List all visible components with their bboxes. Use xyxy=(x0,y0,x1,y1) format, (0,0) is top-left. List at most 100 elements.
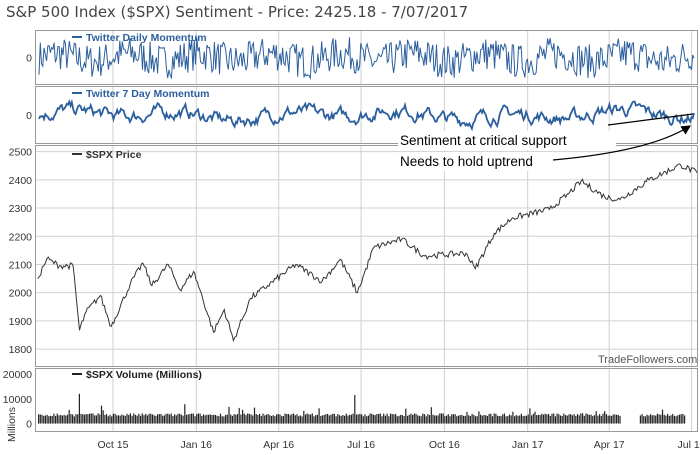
y-tick-label: 2500 xyxy=(9,147,33,159)
volume-bar xyxy=(335,416,337,424)
volume-bar xyxy=(328,415,330,424)
volume-bar xyxy=(682,413,684,424)
volume-bar xyxy=(109,414,111,424)
volume-bar xyxy=(260,416,262,424)
volume-bar xyxy=(196,414,198,424)
volume-bar xyxy=(510,415,512,424)
volume-bar xyxy=(267,414,269,424)
volume-bar xyxy=(63,414,65,424)
volume-bar xyxy=(384,415,386,424)
volume-bar xyxy=(440,413,443,424)
volume-bar xyxy=(378,414,380,424)
volume-bar xyxy=(371,413,373,424)
volume-bar xyxy=(308,414,310,424)
volume-bar xyxy=(405,408,407,424)
volume-bar xyxy=(418,415,420,424)
volume-bar xyxy=(515,415,517,424)
volume-bar xyxy=(434,415,436,424)
volume-bar xyxy=(158,414,160,424)
volume-bar xyxy=(549,416,551,424)
volume-bar xyxy=(65,415,67,424)
volume-bar xyxy=(352,413,354,424)
volume-bar xyxy=(112,413,114,424)
volume-bar xyxy=(327,414,329,424)
volume-bar xyxy=(255,414,257,424)
volume-bar xyxy=(145,413,147,424)
volume-bar xyxy=(473,414,475,424)
x-tick-label: Jul 17 xyxy=(678,439,700,451)
volume-bar xyxy=(134,414,137,424)
volume-bar xyxy=(364,414,366,424)
y-tick-label: 2100 xyxy=(9,259,33,271)
volume-bar xyxy=(148,413,150,424)
volume-bar xyxy=(55,415,57,424)
y-tick-label: 1800 xyxy=(9,344,33,356)
volume-bar xyxy=(398,415,400,424)
volume-bar xyxy=(257,415,259,424)
volume-bar xyxy=(423,414,426,424)
volume-bar xyxy=(678,414,681,424)
volume-bar xyxy=(189,414,191,424)
volume-bar xyxy=(99,414,101,424)
volume-bar xyxy=(160,413,162,424)
volume-bar xyxy=(602,413,604,424)
volume-bar xyxy=(517,415,519,424)
volume-bar xyxy=(340,415,342,424)
volume-bar xyxy=(529,408,531,424)
volume-bar xyxy=(184,404,186,424)
volume-bar xyxy=(350,414,352,424)
annotation-critical-support: Sentiment at critical support xyxy=(400,133,567,148)
legend-volume-label: $SPX Volume (Millions) xyxy=(86,369,202,381)
volume-bar xyxy=(544,413,546,424)
volume-bar xyxy=(468,415,470,424)
volume-ylabel: Millions xyxy=(6,407,18,442)
volume-bar xyxy=(668,415,670,424)
volume-bar xyxy=(39,414,41,424)
volume-bar xyxy=(61,415,63,424)
volume-bar xyxy=(502,414,504,424)
volume-bar xyxy=(673,415,675,424)
volume-bar xyxy=(490,413,492,424)
volume-bar xyxy=(172,416,174,424)
volume-bar xyxy=(250,414,252,424)
volume-bar xyxy=(600,415,602,424)
volume-bar xyxy=(133,413,135,424)
volume-bar xyxy=(588,414,590,424)
volume-bar xyxy=(536,415,538,424)
volume-bar xyxy=(155,415,157,424)
volume-bar xyxy=(537,414,539,424)
volume-bar xyxy=(670,415,672,424)
volume-bar xyxy=(90,413,92,424)
volume-bar xyxy=(481,415,483,424)
legend-7day-momentum-label: Twitter 7 Day Momentum xyxy=(86,88,210,100)
volume-bar xyxy=(493,413,495,424)
volume-bar xyxy=(684,415,686,424)
volume-bar xyxy=(49,415,52,424)
volume-bar xyxy=(362,416,364,424)
volume-bar xyxy=(104,414,106,424)
volume-bar xyxy=(554,416,556,424)
volume-bar xyxy=(525,415,528,424)
volume-bar xyxy=(609,415,611,424)
volume-bar xyxy=(580,413,582,424)
volume-bar xyxy=(265,414,267,424)
volume-bar xyxy=(595,411,597,424)
volume-bar xyxy=(435,415,437,424)
volume-bar xyxy=(583,415,585,424)
volume-bar xyxy=(498,416,500,424)
volume-bar xyxy=(94,415,96,424)
volume-bar xyxy=(430,407,432,424)
volume-bar xyxy=(607,415,609,424)
volume-bar xyxy=(355,414,358,424)
volume-bar xyxy=(437,415,439,424)
volume-bar xyxy=(665,415,667,424)
volume-bar xyxy=(100,405,103,424)
volume-bar xyxy=(447,414,449,424)
volume-bar xyxy=(238,407,240,424)
volume-bar xyxy=(226,414,228,424)
volume-bar xyxy=(146,415,148,424)
volume-bar xyxy=(542,414,545,424)
volume-bar xyxy=(469,416,471,424)
volume-bar xyxy=(235,414,237,424)
volume-bar xyxy=(478,411,480,424)
